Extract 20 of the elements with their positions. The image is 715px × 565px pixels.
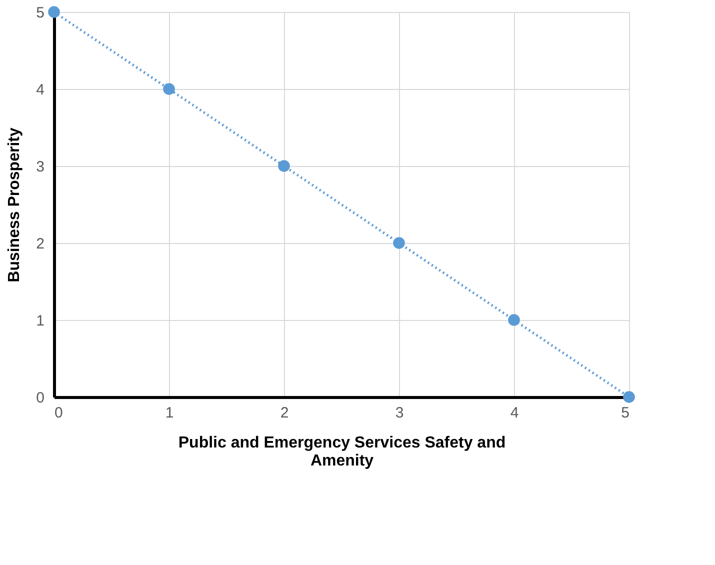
x-tick-label: 1 [165,404,174,422]
x-axis-title: Public and Emergency Services Safety and Amenity [178,434,506,470]
x-tick-label: 5 [621,404,630,422]
x-tick-label: 3 [395,404,404,422]
y-tick-label: 4 [36,82,44,98]
point [508,314,520,326]
point [48,6,60,18]
point [393,237,405,249]
y-tick-label: 3 [36,158,44,176]
y-tick-label: 1 [36,312,44,330]
point [278,160,290,172]
y-tick-label: 0 [36,390,44,406]
y-axis-title: Business Prosperity [6,128,24,282]
y-tick-label: 5 [36,4,44,22]
point [163,83,175,95]
point [623,391,635,403]
x-tick-label: 2 [280,404,289,422]
x-tick-label: 0 [54,404,63,422]
x-tick-label: 4 [510,404,519,422]
y-tick-label: 2 [36,236,44,252]
